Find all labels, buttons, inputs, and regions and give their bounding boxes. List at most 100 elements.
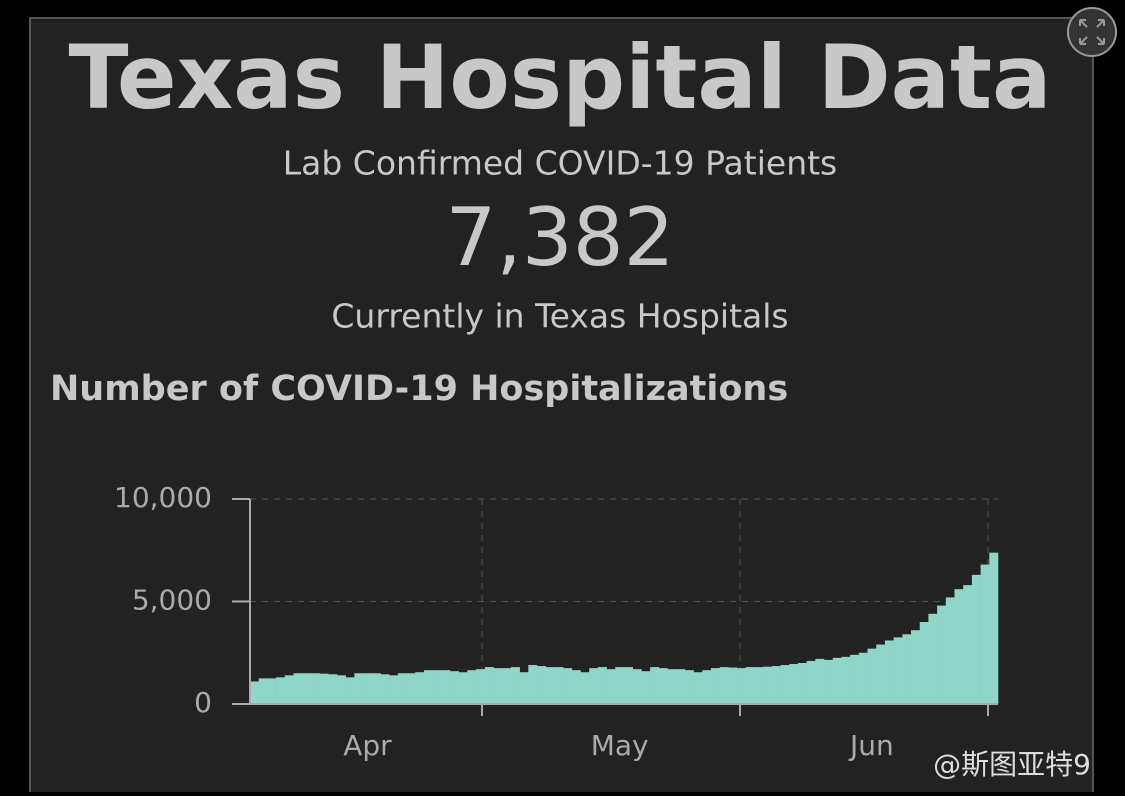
bar <box>302 673 312 704</box>
bar <box>624 667 633 704</box>
bar <box>754 667 764 704</box>
y-tick-label: 5,000 <box>132 584 212 617</box>
bar <box>276 677 286 704</box>
title: Texas Hospital Data <box>69 26 1052 129</box>
bar <box>284 675 294 704</box>
bar <box>815 658 825 704</box>
x-tick-label: Jun <box>848 729 894 762</box>
bar <box>363 673 373 704</box>
bar <box>336 675 346 704</box>
bar <box>423 670 433 704</box>
bar <box>467 670 477 704</box>
bar <box>545 667 555 704</box>
bar <box>745 667 755 704</box>
bar <box>728 667 738 704</box>
bar <box>893 637 903 704</box>
bar <box>493 668 503 704</box>
bar <box>632 669 642 704</box>
bar <box>789 664 799 704</box>
bar <box>797 663 807 704</box>
bar <box>441 670 451 704</box>
bar <box>519 672 529 704</box>
bar <box>937 605 947 704</box>
bar <box>432 670 442 704</box>
bar <box>397 673 407 704</box>
x-tick-label: May <box>591 729 649 762</box>
bar <box>919 622 929 704</box>
bar <box>528 665 538 704</box>
x-tick-label: Apr <box>343 729 392 762</box>
bar <box>806 660 816 704</box>
bar <box>415 672 425 704</box>
bar <box>641 671 651 704</box>
bar <box>867 648 877 704</box>
bar <box>580 672 590 704</box>
bar <box>484 667 494 704</box>
bar <box>606 669 616 704</box>
bar <box>258 678 268 704</box>
y-tick-label: 10,000 <box>114 481 212 514</box>
chart-title: Number of COVID-19 Hospitalizations <box>50 369 788 409</box>
bar <box>380 674 390 704</box>
bar <box>589 668 599 704</box>
bar <box>954 589 964 704</box>
bar <box>354 673 364 704</box>
bar <box>293 673 303 704</box>
bar <box>876 644 886 704</box>
count: 7,382 <box>445 191 674 284</box>
bar <box>737 668 747 704</box>
bar <box>971 574 981 704</box>
bar <box>676 669 686 704</box>
bar <box>502 668 512 704</box>
bar <box>476 669 486 704</box>
bar <box>902 634 912 704</box>
bar <box>554 667 564 704</box>
y-tick-label: 0 <box>194 686 212 719</box>
bar <box>250 681 259 704</box>
bar <box>911 630 921 704</box>
bar <box>702 670 712 704</box>
bar <box>615 667 625 704</box>
bar <box>832 657 842 704</box>
bar <box>884 640 894 704</box>
bar <box>658 668 668 704</box>
x-ticks <box>481 704 989 716</box>
bar <box>650 667 660 704</box>
expand-icon[interactable] <box>1067 7 1117 57</box>
bar <box>945 597 955 704</box>
bar <box>345 677 355 704</box>
bar <box>684 670 694 704</box>
bar <box>980 564 990 704</box>
bar <box>928 613 938 704</box>
bar <box>989 552 999 704</box>
bar <box>389 675 399 704</box>
bar <box>510 667 520 704</box>
bar <box>310 673 320 704</box>
bar <box>371 673 381 704</box>
bar <box>450 671 460 704</box>
bar <box>563 668 573 704</box>
bar <box>667 669 677 704</box>
bar <box>328 674 338 704</box>
bar <box>458 672 468 704</box>
bar <box>780 665 790 704</box>
bar <box>319 673 329 704</box>
watermark: @斯图亚特9 <box>933 748 1091 781</box>
bar <box>406 673 416 704</box>
bar <box>824 659 834 704</box>
bar <box>763 666 773 704</box>
bar <box>693 672 703 704</box>
bar <box>267 678 277 704</box>
bar <box>710 668 720 704</box>
bar <box>719 667 729 704</box>
caption: Currently in Texas Hospitals <box>331 297 788 336</box>
bar <box>771 666 781 704</box>
bar <box>850 654 860 704</box>
subtitle: Lab Confirmed COVID-19 Patients <box>283 144 838 183</box>
bar <box>858 652 868 704</box>
bar <box>963 585 973 704</box>
bar <box>571 670 581 704</box>
bar <box>597 667 607 704</box>
bar <box>841 656 851 704</box>
